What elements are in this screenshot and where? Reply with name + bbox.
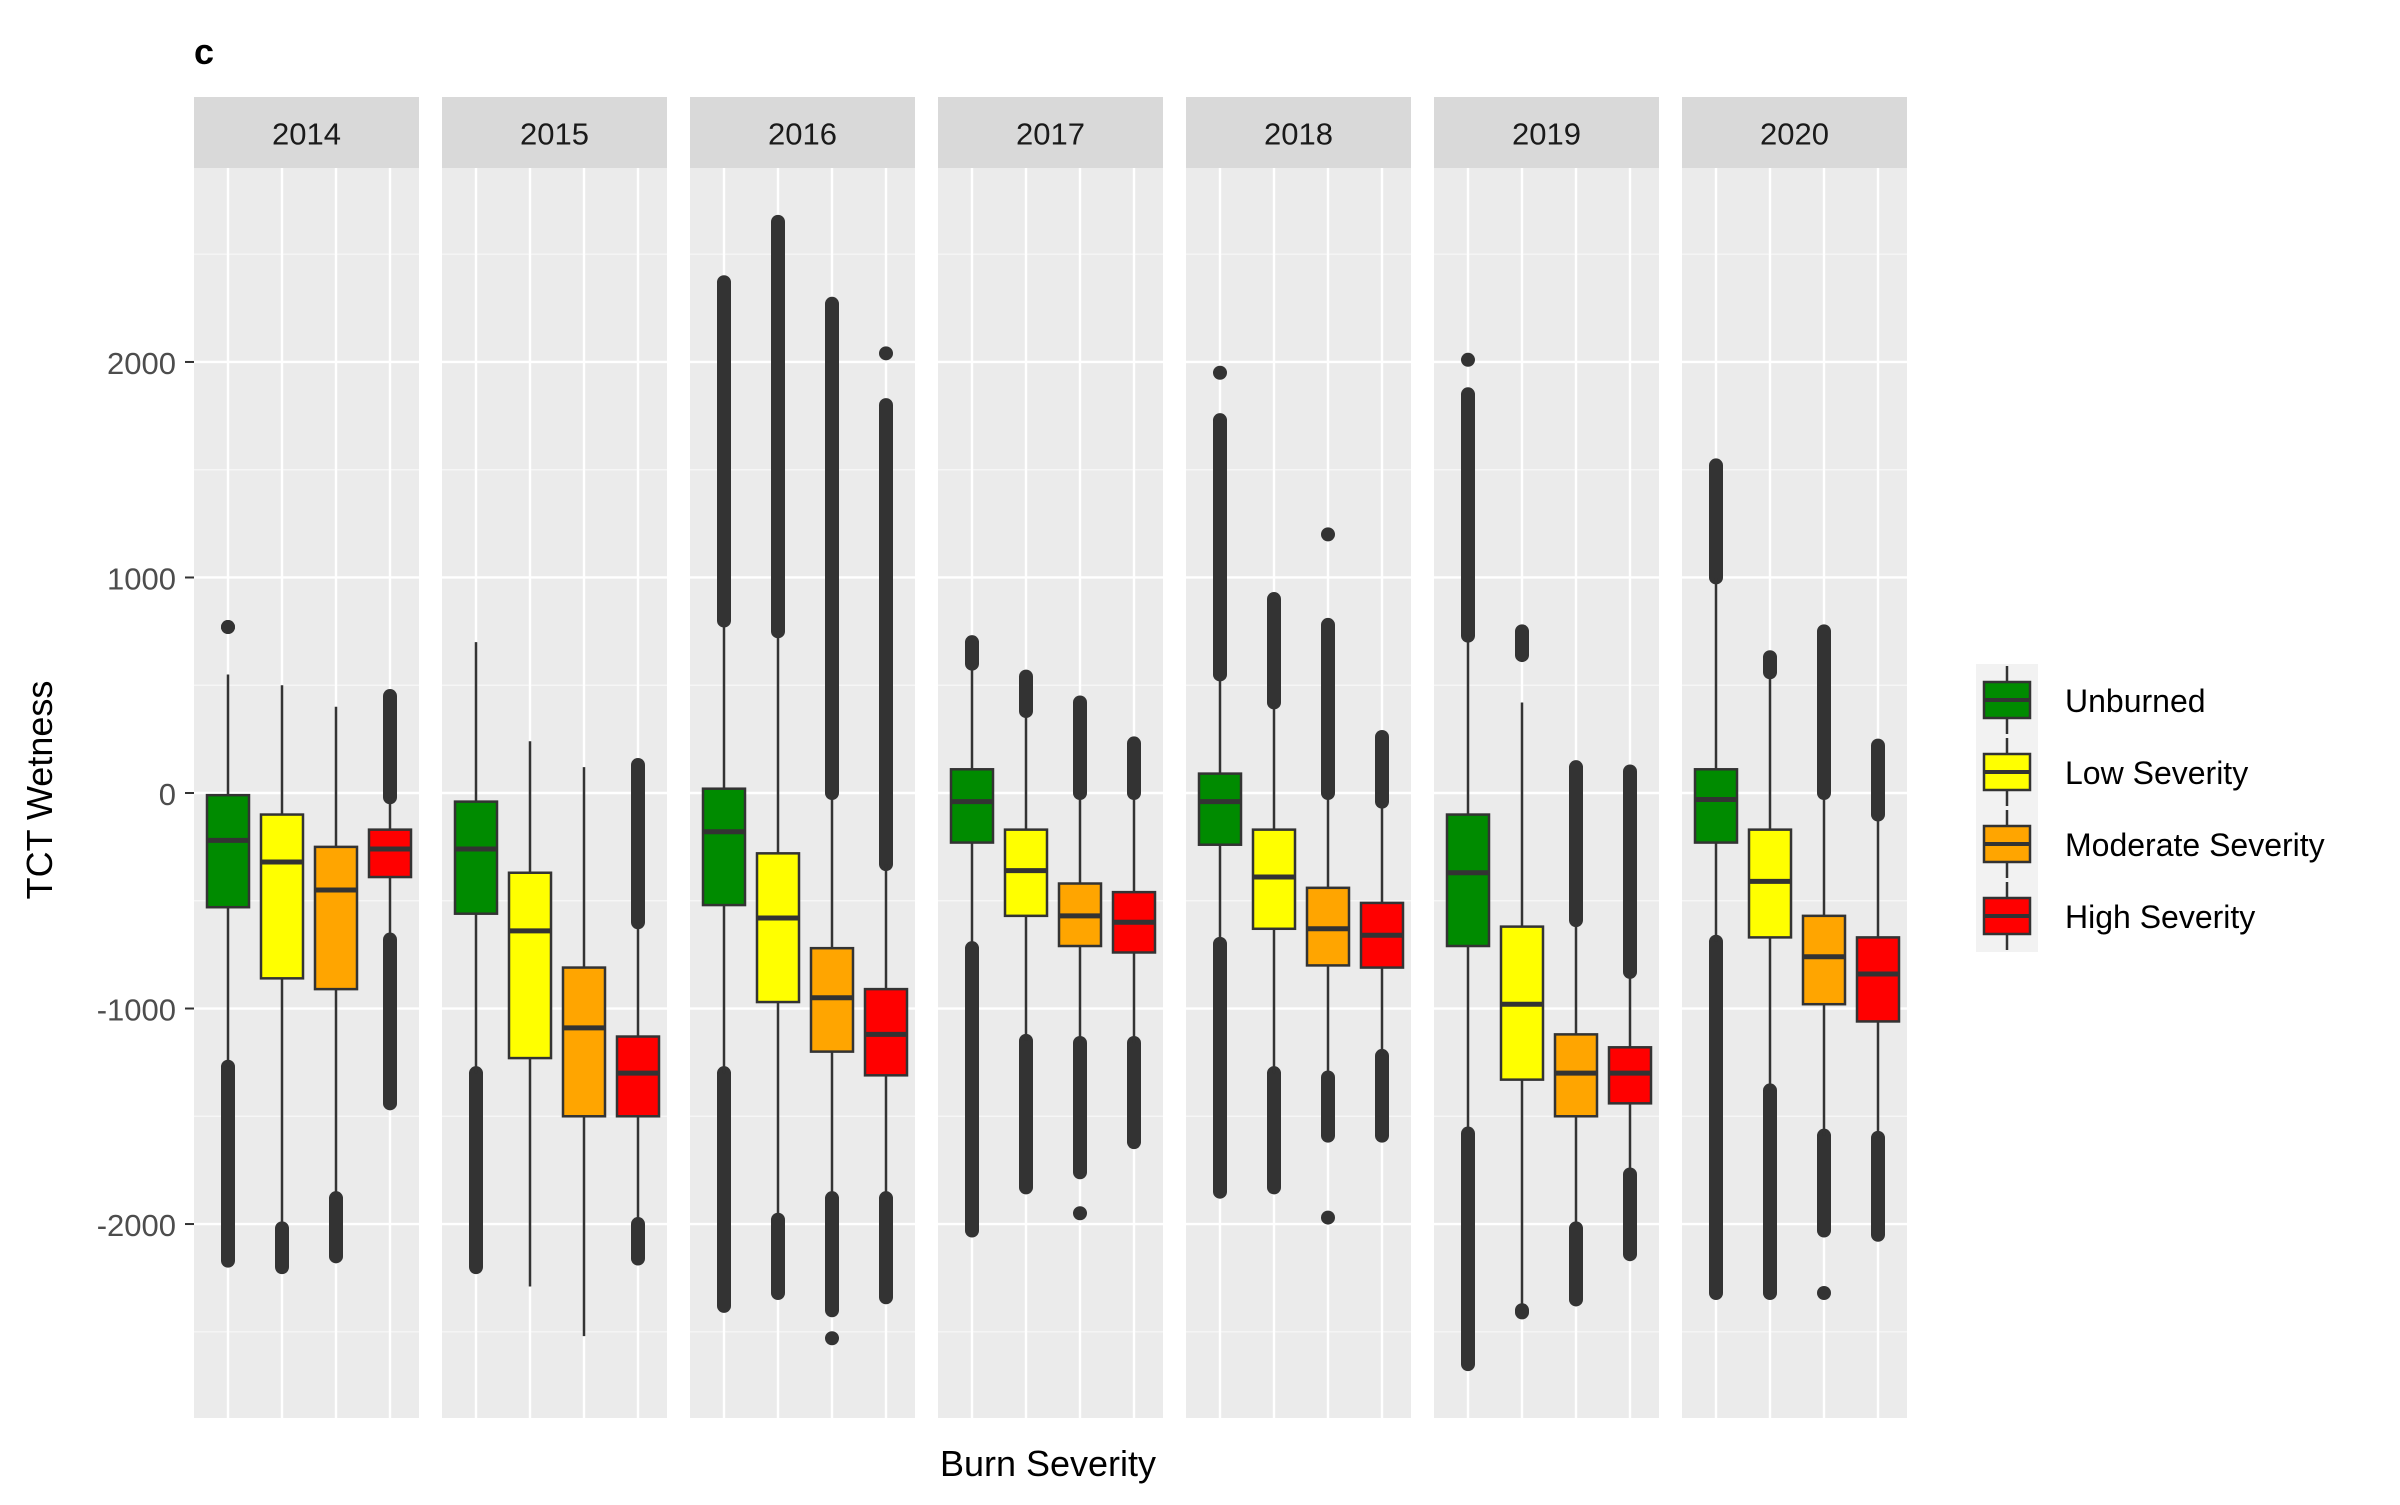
boxplot-unburned <box>1197 365 1243 1199</box>
facet-panel-2015: 2015 <box>442 97 667 1418</box>
boxplot-high-severity <box>615 757 661 1266</box>
boxplot-low-severity <box>755 214 801 1300</box>
boxplot-moderate-severity <box>809 296 855 1346</box>
y-tick-label: -2000 <box>97 1208 176 1243</box>
legend: Unburned Low Severity Moderate Severity Hig… <box>1976 660 2373 956</box>
boxplot-high-severity <box>1607 764 1653 1262</box>
facet-strip-label: 2016 <box>768 117 837 152</box>
outlier-point <box>1321 527 1335 542</box>
facet-strip <box>194 97 419 168</box>
legend-label: Moderate Severity <box>2065 827 2325 863</box>
boxplot-low-severity <box>1747 650 1793 1300</box>
boxplot-low-severity <box>1003 669 1049 1195</box>
legend-label: High Severity <box>2065 899 2255 935</box>
boxplot-unburned <box>1693 458 1739 1300</box>
y-tick-label: 2000 <box>107 346 176 381</box>
facet-strip <box>1186 97 1411 168</box>
box-iqr <box>1693 768 1739 844</box>
facet-panel-2018: 2018 <box>1186 97 1411 1418</box>
y-axis-label: TCT Wetness <box>19 681 60 900</box>
box-iqr <box>1197 772 1243 846</box>
box-iqr <box>453 800 499 915</box>
facet-strip <box>690 97 915 168</box>
box-iqr <box>367 828 413 879</box>
outlier-point <box>1213 365 1227 380</box>
boxplot-unburned <box>205 620 251 1268</box>
box-iqr <box>313 845 359 991</box>
outlier-point <box>1817 1286 1831 1300</box>
legend-item-high-severity: High Severity <box>1976 880 2255 952</box>
boxplot-unburned <box>701 275 747 1313</box>
box-iqr <box>949 768 995 844</box>
facet-panel-2017: 2017 <box>938 97 1163 1418</box>
x-axis-label: Burn Severity <box>940 1443 1156 1484</box>
boxplot-unburned <box>1445 352 1491 1372</box>
box-iqr <box>507 871 553 1060</box>
facet-strip-label: 2020 <box>1760 117 1829 152</box>
y-tick-label: -1000 <box>97 993 176 1028</box>
box-iqr <box>615 1035 661 1118</box>
boxplot-low-severity <box>1251 592 1297 1195</box>
box-iqr <box>205 793 251 909</box>
facet-strip-label: 2019 <box>1512 117 1581 152</box>
boxplot-low-severity <box>259 685 305 1275</box>
facet-strip <box>1434 97 1659 168</box>
outlier-point <box>221 620 235 635</box>
box-iqr <box>1445 813 1491 948</box>
outlier-point <box>825 1331 839 1346</box>
y-axis: -2000 -1000 0 1000 2000 <box>97 346 194 1243</box>
facet-strip-label: 2017 <box>1016 117 1085 152</box>
boxplot-moderate-severity <box>1305 527 1351 1225</box>
boxplot-high-severity <box>863 346 909 1305</box>
legend-item-unburned: Unburned <box>1976 664 2206 736</box>
facet-panel-2016: 2016 <box>690 97 915 1418</box>
box-iqr <box>755 852 801 1004</box>
boxplot-moderate-severity <box>561 767 607 1337</box>
boxplot-high-severity <box>1855 738 1901 1242</box>
boxplot-high-severity <box>1111 736 1157 1150</box>
boxplot-low-severity <box>1499 624 1545 1320</box>
y-tick-label: 1000 <box>107 561 176 596</box>
facet-panels: 2014 2015 2016 2017 2018 2019 2020 <box>194 97 1907 1418</box>
box-iqr <box>1801 914 1847 1006</box>
boxplot-high-severity <box>1359 729 1405 1143</box>
outlier-point <box>1461 352 1475 367</box>
facet-strip-label: 2015 <box>520 117 589 152</box>
legend-item-low-severity: Low Severity <box>1976 736 2248 808</box>
facet-panel-2014: 2014 <box>194 97 419 1418</box>
box-iqr <box>701 787 747 907</box>
chart-title: c <box>194 31 214 72</box>
legend-item-moderate-severity: Moderate Severity <box>1976 808 2325 880</box>
legend-background <box>1976 660 2373 956</box>
facet-strip <box>1682 97 1907 168</box>
outlier-point <box>1321 1210 1335 1225</box>
box-iqr <box>259 813 305 980</box>
facet-strip <box>938 97 1163 168</box>
legend-label: Low Severity <box>2065 755 2248 791</box>
boxplot-moderate-severity <box>1057 695 1103 1221</box>
boxplot-moderate-severity <box>1801 624 1847 1300</box>
facet-strip-label: 2014 <box>272 117 341 152</box>
facet-strip-label: 2018 <box>1264 117 1333 152</box>
y-tick-label: 0 <box>159 777 176 812</box>
boxplot-unburned <box>949 635 995 1238</box>
boxplot-moderate-severity <box>313 706 359 1264</box>
legend-label: Unburned <box>2065 683 2206 719</box>
facet-strip <box>442 97 667 168</box>
boxplot-moderate-severity <box>1553 760 1599 1307</box>
boxplot-unburned <box>453 642 499 1275</box>
box-iqr <box>561 966 607 1118</box>
box-iqr <box>1855 936 1901 1023</box>
outlier-point <box>879 346 893 361</box>
facet-panel-2020: 2020 <box>1682 97 1907 1418</box>
outlier-point <box>1073 1206 1087 1221</box>
boxplot-high-severity <box>367 689 413 1111</box>
boxplot-low-severity <box>507 741 553 1287</box>
facet-panel-2019: 2019 <box>1434 97 1659 1418</box>
